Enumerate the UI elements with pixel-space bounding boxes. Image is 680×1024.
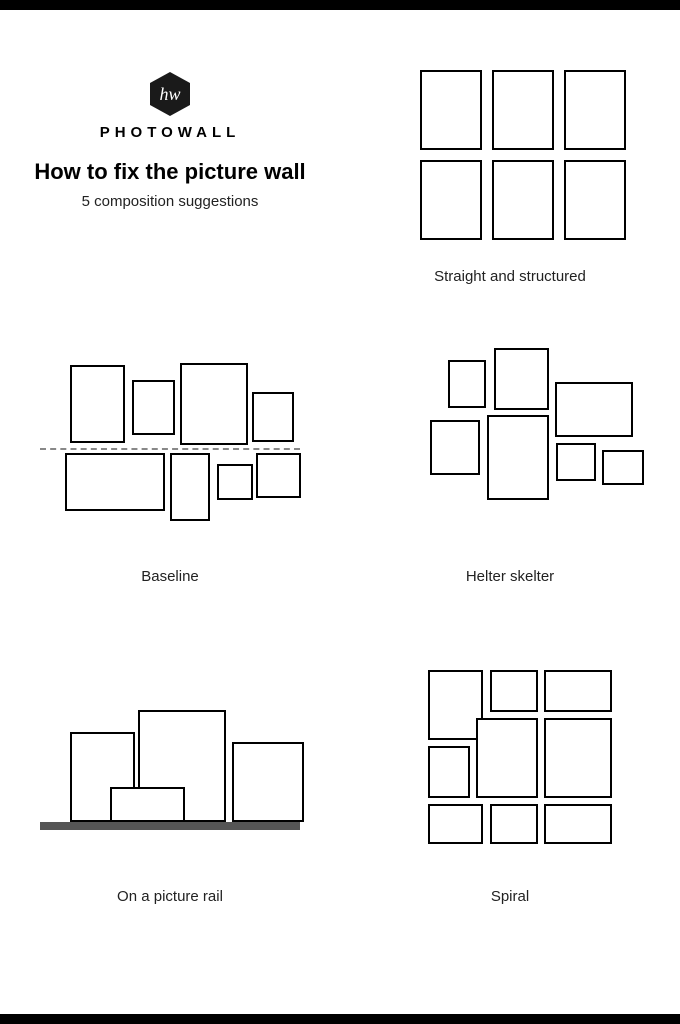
picture-frame — [544, 718, 612, 798]
picture-frame — [252, 392, 294, 442]
caption-helter: Helter skelter — [360, 568, 660, 585]
picture-frame — [492, 160, 554, 240]
picture-frame — [448, 360, 486, 408]
diagram-helter — [360, 330, 660, 560]
caption-baseline: Baseline — [20, 568, 320, 585]
picture-frame — [170, 453, 210, 521]
picture-frame — [232, 742, 304, 822]
picture-frame — [602, 450, 644, 485]
caption-straight: Straight and structured — [360, 268, 660, 285]
picture-frame — [65, 453, 165, 511]
picture-frame — [476, 718, 538, 798]
picture-rail — [40, 822, 300, 830]
brand-logo-icon: hw — [146, 70, 194, 118]
diagram-baseline — [20, 330, 320, 560]
picture-frame — [428, 670, 483, 740]
baseline-dash — [40, 448, 300, 450]
picture-frame — [428, 804, 483, 844]
picture-frame — [556, 443, 596, 481]
diagram-spiral — [360, 650, 660, 880]
diagram-rail — [20, 650, 320, 880]
picture-frame — [70, 365, 125, 443]
picture-frame — [487, 415, 549, 500]
diagram-straight — [360, 30, 660, 260]
picture-frame — [544, 670, 612, 712]
layout-grid: hw PHOTOWALL How to fix the picture wall… — [0, 10, 680, 1014]
caption-spiral: Spiral — [360, 888, 660, 905]
svg-text:hw: hw — [159, 84, 180, 104]
brand-name: PHOTOWALL — [100, 124, 241, 141]
picture-frame — [430, 420, 480, 475]
composition-rail: On a picture rail — [0, 630, 340, 950]
picture-frame — [180, 363, 248, 445]
picture-frame — [544, 804, 612, 844]
picture-frame — [132, 380, 175, 435]
page-subtitle: 5 composition suggestions — [20, 193, 320, 210]
picture-frame — [492, 70, 554, 150]
bottom-bar — [0, 1014, 680, 1024]
picture-frame — [420, 160, 482, 240]
picture-frame — [217, 464, 253, 500]
composition-straight: Straight and structured — [340, 10, 680, 310]
top-bar — [0, 0, 680, 10]
picture-frame — [110, 787, 185, 822]
composition-helter: Helter skelter — [340, 310, 680, 630]
page-title: How to fix the picture wall — [20, 159, 320, 185]
composition-baseline: Baseline — [0, 310, 340, 630]
caption-rail: On a picture rail — [20, 888, 320, 905]
picture-frame — [420, 70, 482, 150]
logo-block: hw PHOTOWALL — [20, 70, 320, 141]
picture-frame — [494, 348, 549, 410]
header-cell: hw PHOTOWALL How to fix the picture wall… — [0, 10, 340, 310]
picture-frame — [490, 804, 538, 844]
picture-frame — [490, 670, 538, 712]
picture-frame — [564, 70, 626, 150]
picture-frame — [564, 160, 626, 240]
picture-frame — [428, 746, 470, 798]
picture-frame — [256, 453, 301, 498]
composition-spiral: Spiral — [340, 630, 680, 950]
picture-frame — [555, 382, 633, 437]
